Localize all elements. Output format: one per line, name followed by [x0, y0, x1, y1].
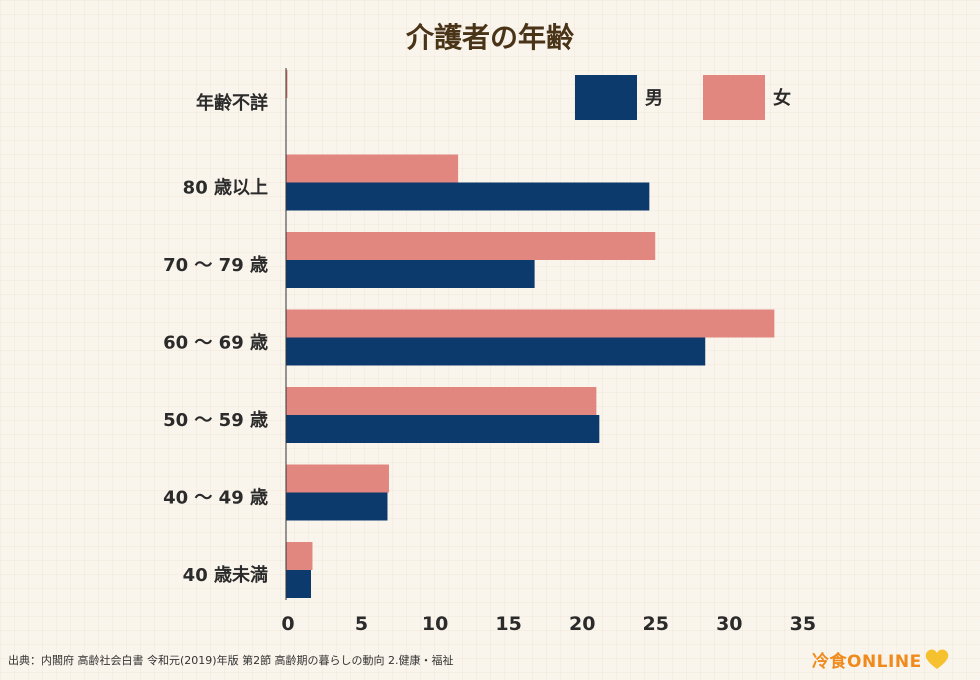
- bar-female-0: [286, 70, 288, 98]
- category-label: 70 ～ 79 歳: [163, 255, 268, 276]
- x-tick-label: 30: [716, 613, 742, 635]
- source-note: 出典：内閣府 高齢社会白書 令和元(2019)年版 第2節 高齢期の暮らしの動向…: [8, 654, 454, 667]
- bar-male-4: [286, 415, 600, 443]
- site-logo: 冷食ONLINE: [812, 646, 950, 672]
- bar-male-6: [286, 570, 312, 598]
- logo-text: 冷食ONLINE: [812, 651, 922, 672]
- x-tick-label: 10: [422, 613, 448, 635]
- heart-icon: [925, 649, 948, 669]
- bar-male-3: [286, 337, 706, 366]
- bar-female-4: [286, 387, 597, 415]
- x-tick-label: 20: [569, 613, 595, 635]
- bar-male-5: [286, 492, 388, 521]
- legend-swatch-male: [575, 75, 637, 120]
- legend-label-male: 男: [645, 88, 663, 109]
- chart-title: 介護者の年齢: [405, 21, 574, 54]
- bar-male-1: [286, 182, 650, 211]
- bar-male-2: [286, 260, 535, 288]
- legend-label-female: 女: [773, 87, 791, 109]
- bar-female-1: [286, 154, 459, 183]
- category-label: 60 ～ 69 歳: [163, 333, 268, 354]
- legend: 男女: [575, 75, 791, 120]
- x-tick-label: 5: [355, 613, 368, 635]
- x-axis-ticks: 0 5 10 15 20 25 30 35: [281, 613, 816, 635]
- category-label: 年齢不詳: [196, 92, 268, 114]
- x-tick-label: 0: [281, 613, 294, 635]
- bar-female-5: [286, 464, 389, 493]
- category-label: 40 歳未満: [183, 564, 268, 586]
- category-label: 50 ～ 59 歳: [163, 410, 268, 431]
- x-tick-label: 25: [643, 613, 669, 635]
- legend-swatch-female: [703, 75, 765, 120]
- category-label: 80 歳以上: [183, 178, 268, 199]
- bar-female-2: [286, 232, 656, 260]
- x-tick-label: 35: [790, 613, 816, 635]
- x-tick-label: 15: [495, 613, 521, 635]
- bar-female-6: [286, 542, 313, 570]
- category-label: 40 ～ 49 歳: [163, 488, 268, 509]
- category-labels: 年齢不詳 80 歳以上 70 ～ 79 歳 60 ～ 69 歳 50 ～ 59 歳 40 …: [163, 92, 268, 586]
- bar-female-3: [286, 309, 775, 338]
- bars-group: [286, 70, 775, 598]
